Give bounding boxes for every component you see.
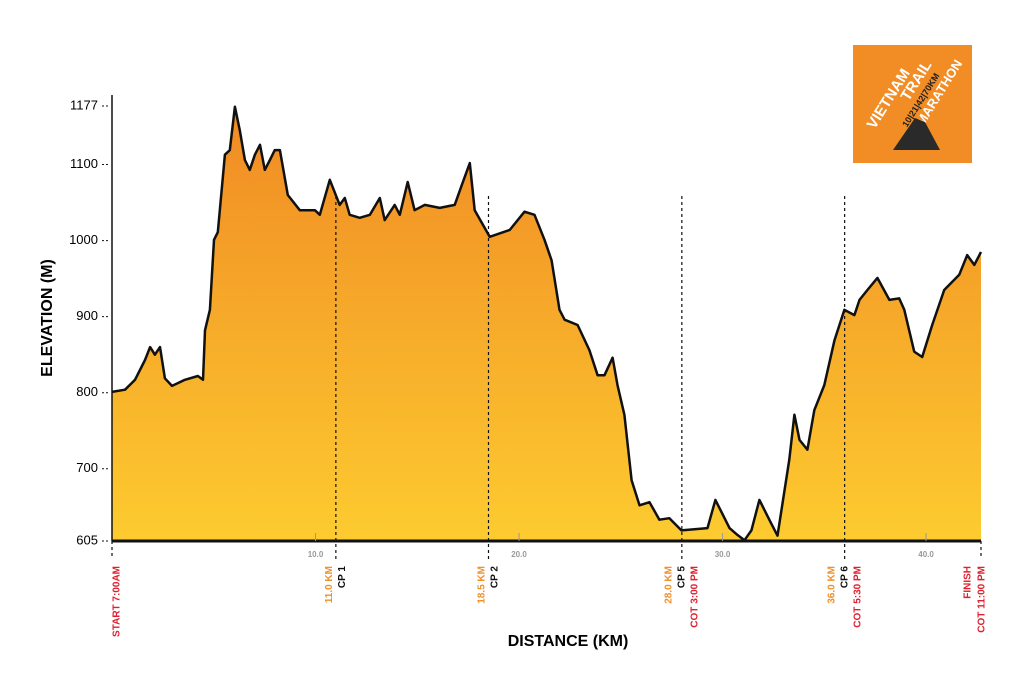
checkpoint-label: CP 6 [839,566,850,588]
checkpoint-label: FINISH [963,566,974,599]
y-tick-label: 1177 [70,97,98,112]
checkpoint-label: COT 11:00 PM [977,566,988,633]
checkpoint-label: 28.0 KM [663,566,674,604]
checkpoint-label: 36.0 KM [826,566,837,604]
y-tick-label: 800 [76,384,98,399]
checkpoint-label: START 7:00AM [112,566,123,637]
y-tick-label: 1000 [69,232,98,247]
checkpoint-label: CP 5 [676,566,687,588]
y-tick-label: 1100 [70,156,98,171]
x-axis-label: DISTANCE (KM) [508,633,629,650]
profile-line [111,105,983,542]
area [112,106,981,542]
checkpoint-label: CP 1 [337,566,348,588]
checkpoint-label: COT 5:30 PM [852,566,863,628]
checkpoint-label: CP 2 [490,566,501,588]
y-tick-label: 605 [76,532,98,547]
checkpoint-label: 18.5 KM [477,566,488,604]
x-tick-label: 20.0 [511,550,527,559]
x-tick-label: 30.0 [715,550,731,559]
y-tick-label: 700 [76,460,98,475]
x-tick-label: 40.0 [918,550,934,559]
y-axis-label: ELEVATION (M) [39,259,56,377]
checkpoint-label: 11.0 KM [324,566,335,603]
checkpoint-label: COT 3:00 PM [689,566,700,628]
y-tick-label: 900 [76,308,98,323]
logo-runner [893,118,940,150]
logo: VIETNAM TRAIL 10|21|42|70KM MARATHON [853,45,972,163]
x-tick-label: 10.0 [308,550,324,559]
